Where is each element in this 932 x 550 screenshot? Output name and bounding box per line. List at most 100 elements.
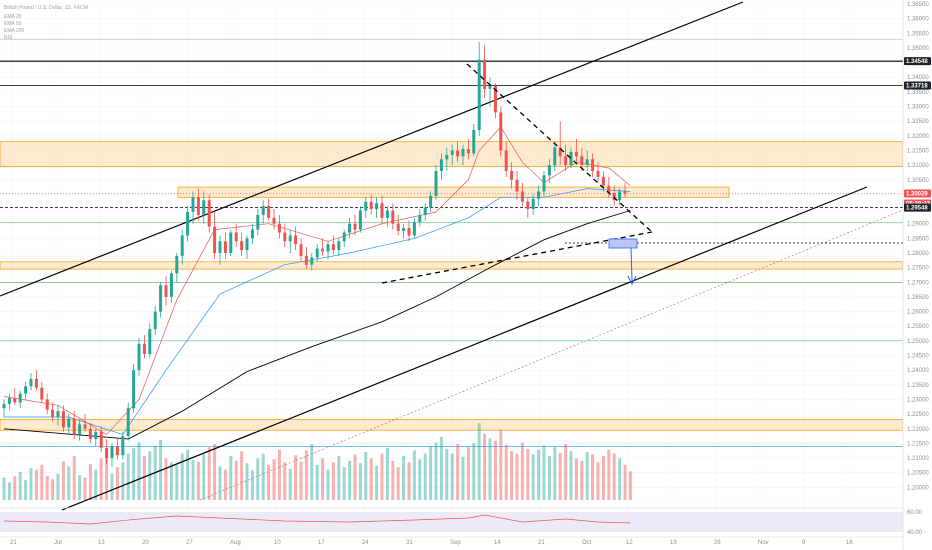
candle-body — [40, 387, 44, 400]
candle-body — [121, 436, 125, 456]
candle — [380, 195, 384, 224]
candle-body — [115, 446, 119, 456]
time-tick-label: 21 — [538, 540, 545, 546]
candle-body — [240, 241, 244, 251]
symbol-header: British Pound / U.S. Dollar, 1D, FXCM — [4, 5, 88, 11]
channel-lower-line — [61, 186, 868, 511]
volume-bar — [207, 447, 211, 500]
volume-bar — [180, 453, 184, 500]
volume-bar — [99, 458, 103, 500]
volume-bar — [267, 464, 271, 500]
price-axis[interactable]: 1.20000 1.20500 1.21000 1.21500 1.22000 1.225… — [902, 0, 932, 550]
volume-bar — [229, 456, 233, 500]
volume-bar — [348, 460, 352, 500]
candle — [466, 138, 470, 160]
volume-bar — [353, 454, 357, 500]
candle — [56, 405, 60, 426]
candle-body — [510, 170, 514, 180]
candle — [40, 381, 44, 403]
candle — [72, 411, 76, 440]
trend-channel — [0, 1, 904, 511]
candle-body — [412, 222, 416, 236]
volume-bar — [164, 458, 168, 500]
time-tick-label: 16 — [846, 540, 853, 546]
candle-body — [99, 431, 103, 448]
candle-body — [537, 191, 541, 199]
volume-bar — [223, 469, 227, 500]
candle — [250, 223, 254, 245]
candle — [477, 42, 481, 136]
price-tick-label: 1.33000 — [907, 105, 929, 111]
price-tick-label: 1.31500 — [907, 148, 929, 154]
zone-2 — [177, 186, 730, 198]
volume-bar — [510, 451, 514, 500]
volume-bar — [342, 467, 346, 500]
candle-body — [283, 232, 287, 242]
volume-bar — [358, 463, 362, 500]
volume-bar — [245, 463, 249, 500]
candle — [407, 220, 411, 242]
candle — [180, 229, 184, 265]
candle-body — [207, 200, 211, 227]
time-axis[interactable]: 21 Jul 13 20 27 Aug 10 17 24 31 Sep 14 21 Oct 12 19 26 No… — [0, 536, 903, 546]
candle-body — [429, 195, 433, 208]
volume-bar — [191, 460, 195, 500]
candle — [472, 124, 476, 157]
candle — [115, 437, 119, 460]
candle-body — [148, 329, 152, 355]
candle-body — [353, 223, 357, 230]
zone-4 — [0, 418, 904, 431]
candle-body — [137, 343, 141, 371]
candle-body — [369, 201, 373, 210]
candle — [569, 147, 573, 169]
candle-body — [466, 149, 470, 154]
candle-body — [407, 228, 411, 236]
volume-bar — [542, 445, 546, 500]
candle — [2, 399, 6, 418]
candle-body — [445, 154, 449, 160]
candle — [623, 182, 627, 198]
candle-body — [375, 203, 379, 210]
candle-body — [196, 197, 200, 215]
triangle-lower-line — [381, 231, 653, 284]
candle-body — [88, 428, 92, 440]
ema20-line — [3, 126, 631, 436]
volume-bar — [2, 477, 6, 500]
support-resistance-zones — [0, 141, 904, 431]
candle — [402, 223, 406, 239]
time-tick-label: 24 — [362, 540, 369, 546]
ema200-line — [3, 210, 631, 440]
candle — [618, 188, 622, 205]
price-tick-label: 1.24000 — [907, 368, 929, 374]
volume-bar — [277, 449, 281, 500]
projection-arrow-line — [630, 247, 633, 281]
time-tick-label: 21 — [10, 540, 17, 546]
volume-bar — [321, 458, 325, 500]
candle — [526, 197, 530, 218]
candle-body — [402, 228, 406, 232]
candle-body — [159, 285, 163, 312]
candle — [277, 214, 281, 239]
volume-bar — [461, 456, 465, 500]
volume-bar — [40, 464, 44, 500]
price-tick-label: 1.21000 — [907, 456, 929, 462]
volume-bar — [137, 442, 141, 500]
volume-bar — [364, 452, 368, 500]
volume-bar — [250, 470, 254, 500]
candle — [67, 414, 71, 434]
volume-bar — [288, 468, 292, 500]
candle — [310, 253, 314, 271]
volume-bar — [526, 448, 530, 500]
volume-bar — [105, 452, 109, 500]
price-tag-text: 1.33718 — [906, 83, 928, 89]
candle — [412, 217, 416, 239]
candle-body — [304, 255, 308, 265]
candle-body — [396, 223, 400, 232]
candle-body — [83, 424, 87, 429]
channel-mid-line — [199, 209, 904, 501]
candle — [510, 162, 514, 189]
volume-bar — [488, 438, 492, 500]
time-tick-label: Oct — [582, 540, 592, 546]
price-tick-label: 1.28500 — [907, 236, 929, 242]
